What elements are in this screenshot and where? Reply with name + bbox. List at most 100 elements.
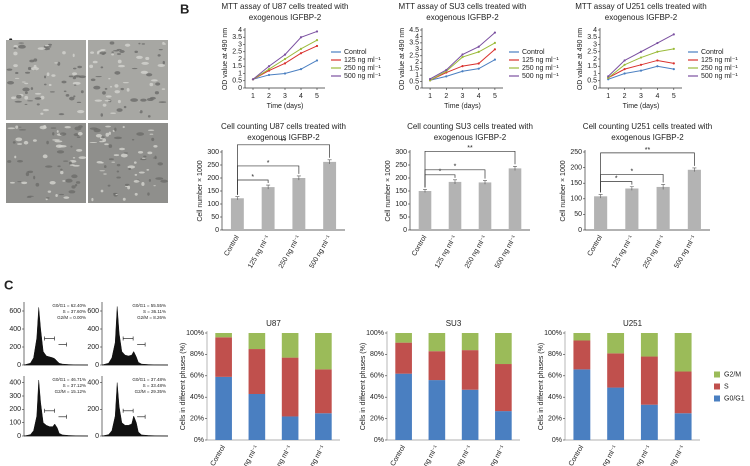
cell-texture [23, 140, 29, 145]
cell-texture [35, 182, 40, 187]
x-tick-label: 1 [251, 93, 255, 100]
bar-segment [315, 413, 332, 440]
y-tick-label: 3 [593, 41, 597, 48]
x-axis-label: Time (days) [623, 103, 660, 110]
cell-texture [114, 71, 121, 75]
cell-texture [122, 125, 125, 129]
cell-texture [155, 82, 161, 86]
data-point [315, 44, 319, 48]
cell-texture [16, 94, 22, 99]
data-point [461, 53, 464, 56]
cell-texture [12, 141, 16, 144]
y-axis-label: Cell number × 1000 [197, 160, 204, 221]
cell-texture [104, 143, 109, 146]
cell-texture [33, 175, 36, 180]
x-tick-label: 2 [444, 93, 448, 100]
y-tick-label: 0 [215, 227, 219, 234]
cell-texture [48, 83, 52, 87]
cell-texture [70, 145, 73, 148]
cell-texture [124, 43, 131, 47]
cell-texture [107, 184, 111, 187]
cell-texture [44, 44, 50, 47]
bar [261, 187, 275, 230]
data-point [656, 41, 659, 45]
data-point [251, 78, 255, 81]
cell-texture [155, 177, 164, 180]
cell-texture [54, 62, 59, 64]
cell-texture [24, 91, 28, 95]
phase-stat: G0/G1 = 62.40% [52, 303, 86, 308]
cell-texture [157, 63, 165, 67]
y-tick-label: 4 [415, 33, 419, 40]
cell-texture [108, 144, 113, 148]
x-tick-label: 500 ng ml⁻¹ [482, 444, 507, 466]
y-axis-label: Cell number × 1000 [560, 160, 567, 221]
cell-texture [147, 129, 155, 131]
significance-bracket [424, 150, 516, 188]
data-point [283, 72, 287, 75]
y-axis-label: OD value at 490 nm [399, 28, 406, 90]
chart-title: exogenous IGFBP-2 [605, 13, 678, 22]
cell-texture [60, 170, 64, 175]
cell-texture [104, 165, 107, 169]
bar [478, 182, 492, 230]
cell-texture [51, 74, 56, 77]
cell-texture [14, 77, 20, 79]
bar-segment [281, 416, 299, 440]
y-tick-label: 250 [395, 162, 407, 169]
data-point [299, 36, 303, 39]
data-point [639, 69, 643, 72]
data-point [477, 50, 480, 54]
y-tick-label: 1 [238, 70, 242, 77]
y-tick-label: 400 [9, 380, 21, 387]
cell-texture [116, 53, 122, 55]
chart-title: Cell counting U87 cells treated with [221, 122, 346, 131]
y-tick-label: 80% [190, 351, 204, 358]
cell-texture [27, 66, 32, 71]
bar-segment [640, 356, 658, 405]
cell-texture [64, 126, 72, 129]
x-tick-label: 3 [639, 93, 643, 100]
significance-label: ** [281, 139, 287, 146]
cell-texture [140, 70, 148, 74]
y-tick-label: 250 [207, 162, 219, 169]
legend-swatch [714, 395, 720, 402]
y-tick-label: 0 [17, 362, 21, 369]
bar-segment [495, 411, 512, 440]
y-tick-label: 1.5 [587, 63, 597, 70]
y-tick-label: 0 [17, 433, 21, 440]
cell-texture [126, 87, 130, 92]
y-tick-label: 3 [415, 46, 419, 53]
data-point [267, 73, 271, 77]
data-point [656, 65, 659, 68]
bar-segment [495, 364, 512, 412]
cell-texture [77, 109, 85, 114]
phase-stat: G2/M = 29.35% [135, 389, 166, 394]
cell-texture [17, 143, 23, 145]
cell-texture [134, 50, 138, 54]
cell-texture [153, 144, 158, 148]
cell-texture [18, 42, 25, 44]
y-tick-label: 50 [399, 214, 407, 221]
y-tick-label: 2 [415, 59, 419, 66]
cell-texture [34, 97, 42, 100]
cell-texture [109, 41, 115, 45]
phase-stat: S = 33.48% [143, 383, 166, 388]
data-point [656, 50, 659, 53]
cell-texture [116, 108, 123, 112]
bar-segment [573, 369, 591, 440]
cell-texture [100, 189, 104, 193]
y-tick-label: 3 [238, 41, 242, 48]
data-point [299, 52, 303, 55]
cell-texture [138, 42, 141, 45]
x-tick-label: 2 [623, 93, 627, 100]
cell-texture [105, 95, 112, 98]
bar-segment [428, 351, 446, 381]
y-tick-label: 100% [366, 330, 384, 337]
data-point [445, 75, 448, 78]
cell-texture [119, 50, 125, 53]
cell-texture [111, 161, 116, 163]
cell-texture [68, 190, 76, 194]
y-tick-label: 150 [207, 188, 219, 195]
cell-texture [137, 150, 144, 154]
